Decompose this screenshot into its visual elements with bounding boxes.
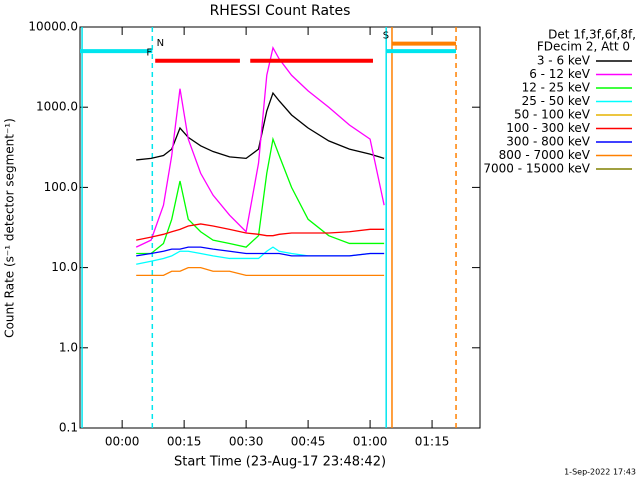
y-tick-label: 10.0 xyxy=(51,260,78,274)
y-tick-label: 0.1 xyxy=(59,421,78,435)
legend-label: 6 - 12 keV xyxy=(529,67,591,81)
legend-label: 12 - 25 keV xyxy=(522,81,591,95)
flag-label: S xyxy=(383,31,389,42)
legend-label: 50 - 100 keV xyxy=(514,108,591,122)
legend-header: Det 1f,3f,6f,8f, xyxy=(548,28,636,42)
series-line xyxy=(136,136,385,255)
x-tick-label: 01:00 xyxy=(353,435,388,449)
series-line xyxy=(136,223,385,241)
series-line xyxy=(135,46,385,248)
plot-frame xyxy=(79,26,481,429)
x-tick-label: 00:00 xyxy=(105,435,140,449)
x-axis-label: Start Time (23-Aug-17 23:48:42) xyxy=(174,455,386,470)
x-tick-label: 00:15 xyxy=(167,435,202,449)
y-tick-label: 100.0 xyxy=(44,180,78,194)
legend-label: 800 - 7000 keV xyxy=(499,148,591,162)
legend-label: 100 - 300 keV xyxy=(506,121,590,135)
x-tick-label: 01:15 xyxy=(415,435,450,449)
legend-header: FDecim 2, Att 0 xyxy=(537,40,630,54)
chart-title: RHESSI Count Rates xyxy=(210,3,351,19)
legend-label: 3 - 6 keV xyxy=(537,54,591,68)
legend-label: 7000 - 15000 keV xyxy=(483,162,590,176)
footer: 1-Sep-2022 17:43 xyxy=(564,468,636,477)
y-tick-label: 1000.0 xyxy=(36,100,78,114)
series-line xyxy=(136,266,385,277)
y-axis-label: Count Rate (s⁻¹ detector segment⁻¹) xyxy=(3,118,17,338)
flag-label: F xyxy=(146,48,152,59)
flag-label: N xyxy=(157,38,164,49)
x-tick-label: 00:45 xyxy=(291,435,326,449)
x-tick-label: 00:30 xyxy=(229,435,264,449)
y-tick-label: 10000.0 xyxy=(28,20,78,34)
y-tick-label: 1.0 xyxy=(59,340,78,354)
legend-label: 25 - 50 keV xyxy=(522,94,591,108)
legend-label: 300 - 800 keV xyxy=(506,135,590,149)
series-line xyxy=(136,246,385,257)
